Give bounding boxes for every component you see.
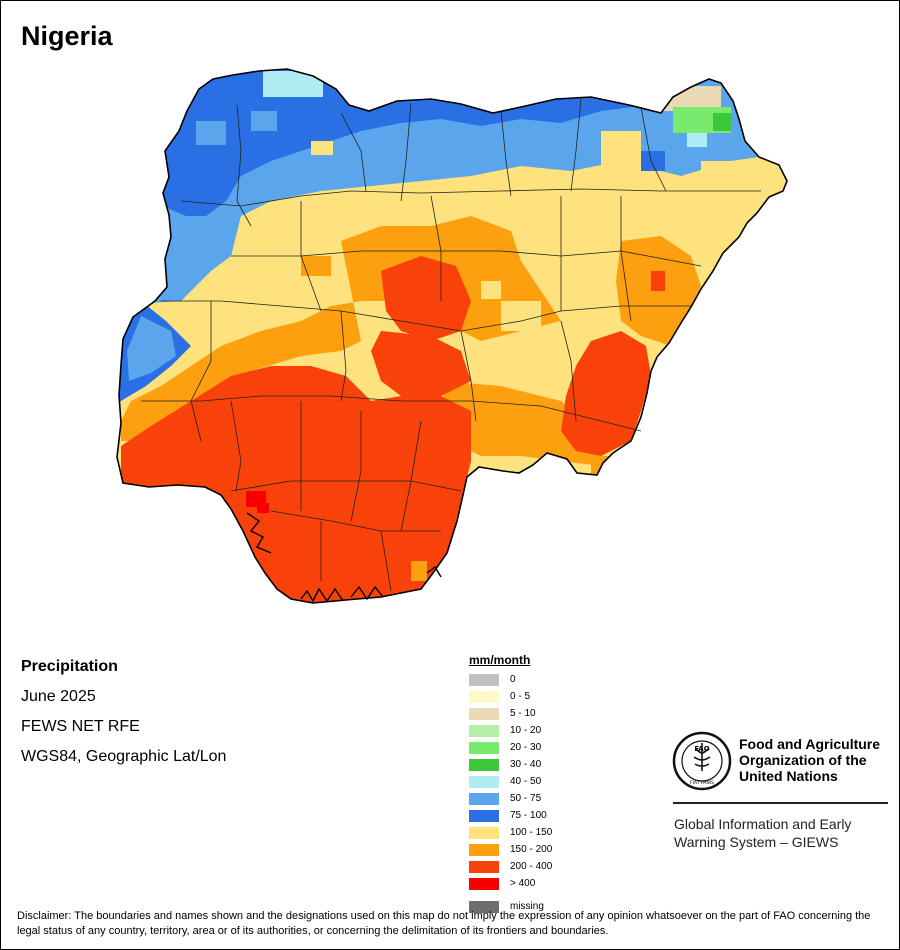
- map-area: [1, 1, 899, 641]
- coastline-detail: [246, 512, 442, 603]
- legend-swatch: [469, 901, 499, 913]
- legend-item: 200 - 400: [469, 860, 552, 877]
- legend-swatch: [469, 742, 499, 754]
- organization-name-line: Organization of the: [739, 752, 867, 768]
- fao-logo-motto: FIAT PANIS: [690, 780, 714, 786]
- legend-item: 50 - 75: [469, 792, 541, 809]
- legend-item: 75 - 100: [469, 809, 547, 826]
- legend-swatch: [469, 810, 499, 822]
- legend-item: 20 - 30: [469, 741, 541, 758]
- state-boundaries: [141, 98, 761, 592]
- legend-swatch: [469, 827, 499, 839]
- legend-swatch: [469, 793, 499, 805]
- period-label: June 2025: [21, 688, 96, 705]
- legend-item: 40 - 50: [469, 775, 541, 792]
- organization-name-line: United Nations: [739, 768, 838, 784]
- legend-swatch: [469, 691, 499, 703]
- organization-name: Food and Agriculture Organization of the…: [739, 736, 880, 784]
- legend-label: 5 - 10: [510, 708, 536, 719]
- legend-item: 0 - 5: [469, 690, 530, 707]
- precipitation-raster: [117, 69, 787, 603]
- legend-label: > 400: [510, 878, 536, 889]
- legend-label: 50 - 75: [510, 793, 542, 804]
- variable-label: Precipitation: [21, 658, 118, 675]
- legend-label: 200 - 400: [510, 861, 553, 872]
- legend-item: 10 - 20: [469, 724, 541, 741]
- disclaimer: Disclaimer: The boundaries and names sho…: [17, 910, 871, 937]
- legend-label: 40 - 50: [510, 776, 542, 787]
- nigeria-precipitation-map: [116, 68, 788, 604]
- legend-label: missing: [510, 901, 544, 912]
- legend-label: 75 - 100: [510, 810, 547, 821]
- map-title: Nigeria: [21, 21, 113, 51]
- system-name-line: Warning System – GIEWS: [674, 834, 839, 850]
- legend-swatch: [469, 861, 499, 873]
- legend-item: 30 - 40: [469, 758, 541, 775]
- legend-swatch: [469, 708, 499, 720]
- legend-swatch: [469, 776, 499, 788]
- legend-title: mm/month: [469, 653, 531, 667]
- legend-label: 150 - 200: [510, 844, 553, 855]
- legend-label: 0 - 5: [510, 691, 531, 702]
- legend-label: 100 - 150: [510, 827, 553, 838]
- legend-item: 5 - 10: [469, 707, 536, 724]
- legend-item: 0: [469, 673, 530, 690]
- organization-name-line: Food and Agriculture: [739, 736, 881, 752]
- legend-item: 150 - 200: [469, 843, 552, 860]
- legend-item-missing: missing: [469, 900, 544, 917]
- legend-swatch: [469, 759, 499, 771]
- legend-label: 30 - 40: [510, 759, 542, 770]
- source-label: FEWS NET RFE: [21, 718, 140, 735]
- legend-label: 10 - 20: [510, 725, 542, 736]
- legend-swatch: [469, 844, 499, 856]
- legend-label: 20 - 30: [510, 742, 542, 753]
- legend-swatch: [469, 674, 499, 686]
- legend-item: > 400: [469, 877, 535, 894]
- system-name: Global Information and Early Warning Sys…: [674, 815, 851, 851]
- projection-label: WGS84, Geographic Lat/Lon: [21, 748, 227, 765]
- fao-logo-icon: FAO FIAT PANIS: [672, 731, 732, 791]
- legend-swatch: [469, 725, 499, 737]
- legend-item: 100 - 150: [469, 826, 552, 843]
- system-name-line: Global Information and Early: [674, 816, 852, 832]
- legend: mm/month 0 0 - 5 5 - 10 10 - 20 20 - 30 30 - …: [469, 653, 552, 917]
- legend-rows: 0 0 - 5 5 - 10 10 - 20 20 - 30 30 - 40 40 - 50…: [469, 673, 552, 917]
- map-info: Precipitation June 2025 FEWS NET RFE WGS…: [21, 657, 226, 777]
- legend-swatch: [469, 878, 499, 890]
- legend-label: 0: [510, 674, 516, 685]
- organization-divider: [673, 802, 888, 804]
- fao-logo-text: FAO: [694, 745, 709, 753]
